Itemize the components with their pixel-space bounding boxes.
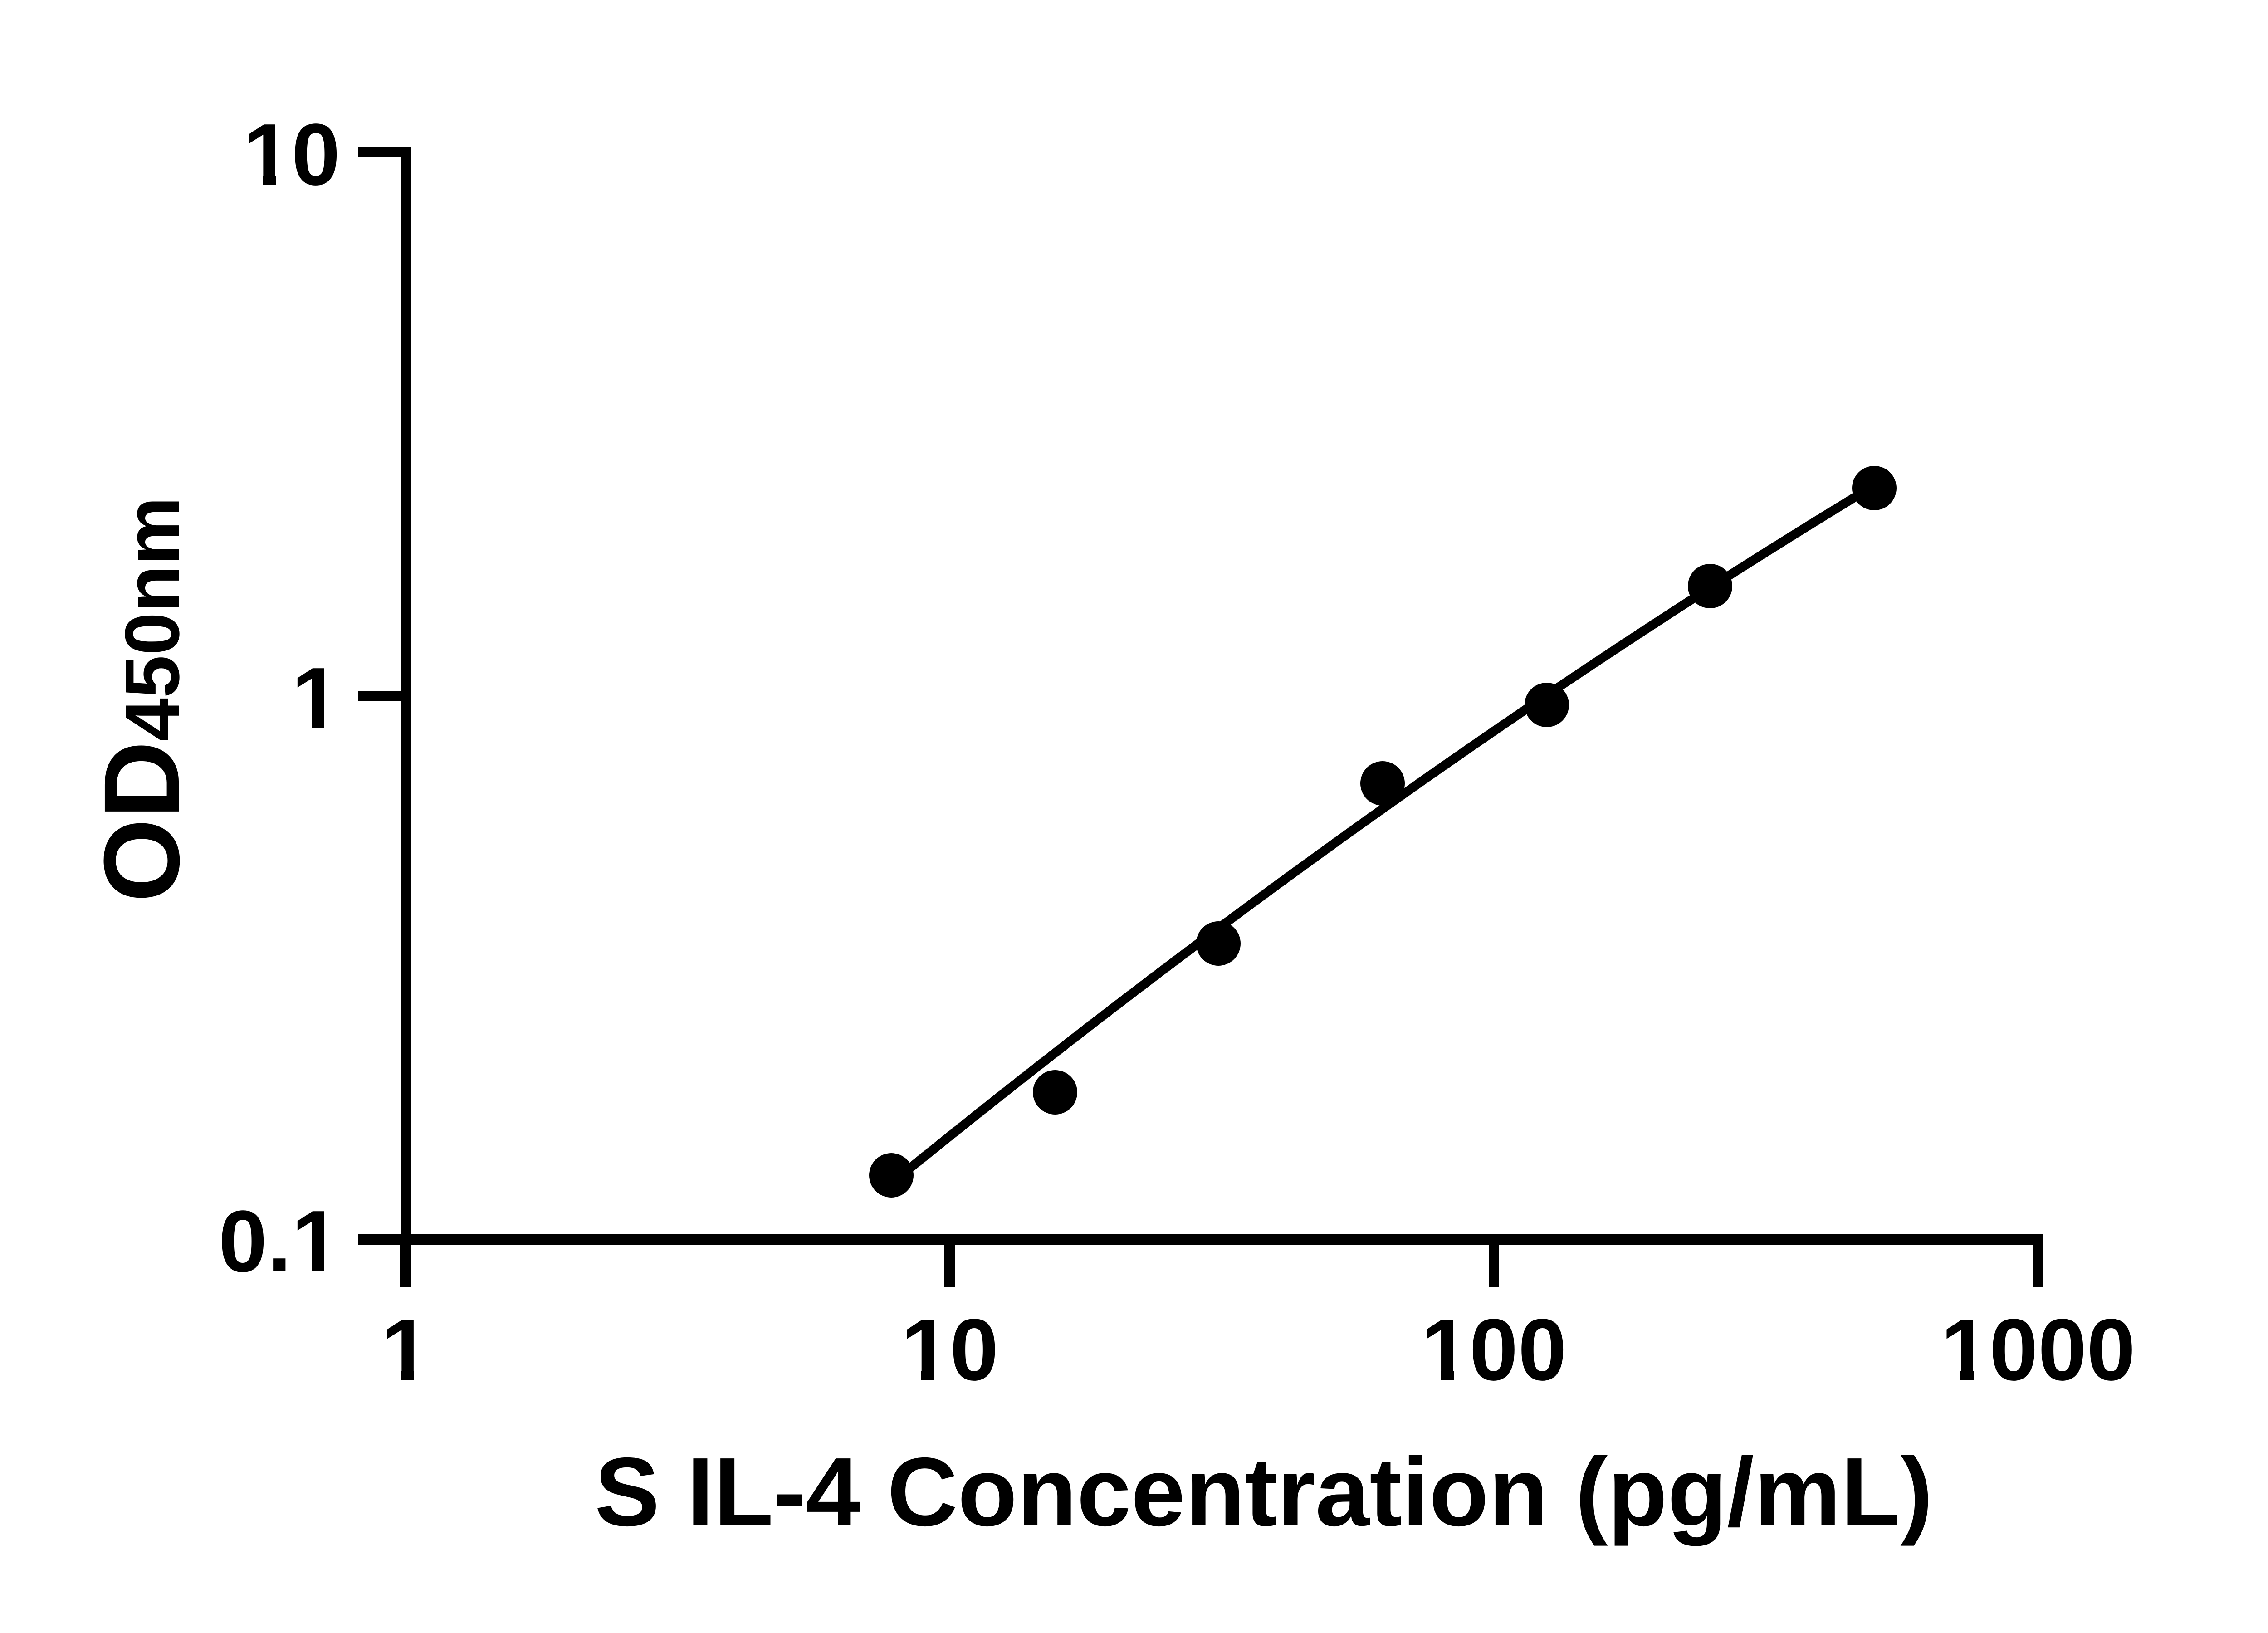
svg-text:1: 1 — [292, 649, 340, 747]
svg-text:S IL-4 Concentration (pg/mL): S IL-4 Concentration (pg/mL) — [595, 1437, 1933, 1546]
svg-text:10: 10 — [901, 1301, 999, 1398]
svg-text:10: 10 — [243, 105, 340, 203]
svg-text:0.1: 0.1 — [219, 1192, 340, 1290]
svg-text:100: 100 — [1421, 1301, 1567, 1398]
svg-text:1: 1 — [381, 1301, 430, 1398]
svg-text:1000: 1000 — [1941, 1301, 2135, 1398]
